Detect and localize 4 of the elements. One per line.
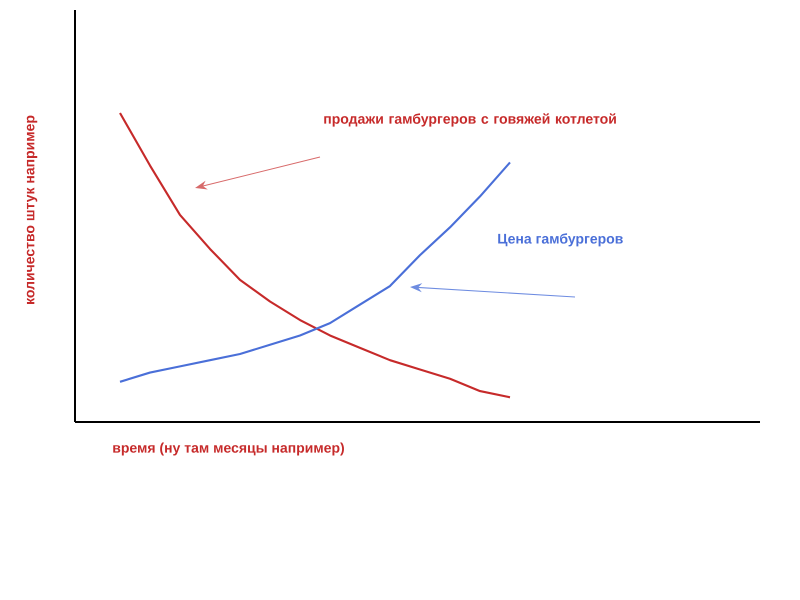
x-axis-title: время (ну там месяцы например) <box>113 442 344 456</box>
y-axis-title: количество штук например <box>26 116 38 304</box>
text: продажи гамбургеров с говяжей котлетой <box>324 113 616 127</box>
text: Цена гамбургеров <box>498 233 623 246</box>
